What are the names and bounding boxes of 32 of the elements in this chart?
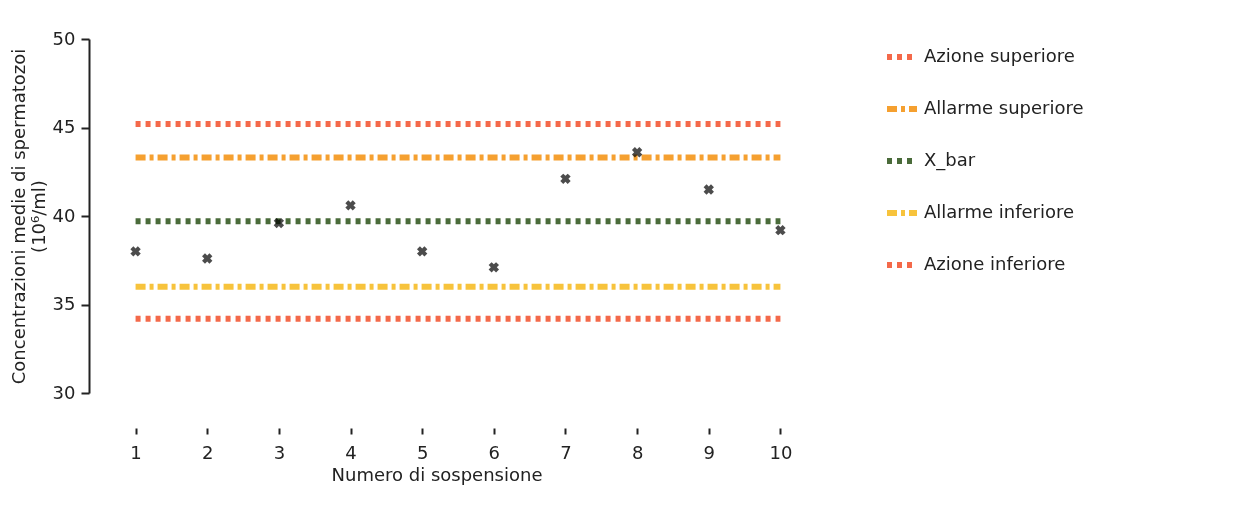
legend-label: Allarme superiore	[924, 97, 1084, 118]
point	[416, 246, 428, 257]
x-tick-label: 5	[416, 441, 429, 463]
legend-label: X_bar	[924, 149, 976, 171]
x-axis-title: Numero di sospensione	[331, 463, 543, 485]
x-tick-label: 4	[345, 441, 357, 463]
point	[631, 147, 643, 158]
point	[273, 217, 285, 229]
point	[202, 253, 213, 264]
y-tick-label: 45	[52, 116, 76, 137]
legend-label: Allarme inferiore	[924, 201, 1075, 222]
point	[775, 224, 786, 236]
point	[703, 184, 714, 195]
legend-label: Azione inferiore	[924, 253, 1066, 274]
x-tick-label: 6	[488, 441, 501, 463]
y-tick-label: 30	[52, 381, 76, 403]
point	[345, 200, 356, 211]
point	[130, 246, 141, 257]
x-tick-label: 1	[130, 441, 142, 463]
y-tick-label: 50	[52, 27, 76, 49]
x-tick-label: 2	[202, 441, 214, 463]
x-tick-label: 3	[273, 441, 286, 463]
legend-label: Azione superiore	[924, 45, 1075, 66]
x-tick-label: 7	[560, 441, 572, 463]
x-tick-label: 9	[703, 441, 715, 463]
y-axis-title: Concentrazioni medie di spermatozoi (10⁶/ml)	[7, 48, 49, 385]
x-tick-label: 10	[769, 441, 793, 463]
y-tick-label: 40	[52, 204, 76, 226]
point	[488, 262, 500, 273]
y-tick-label: 35	[52, 293, 76, 314]
x-tick-label: 8	[631, 441, 644, 463]
point	[560, 173, 571, 185]
